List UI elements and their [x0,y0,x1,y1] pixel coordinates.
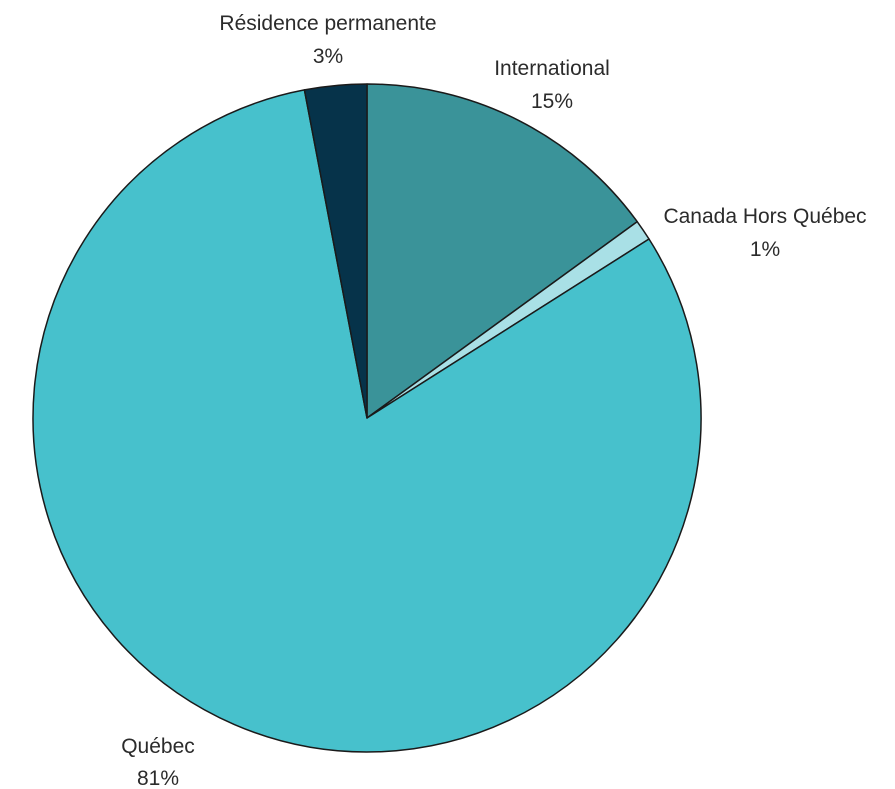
pie-slice-quebec [32,89,702,753]
slice-label-quebec: Québec [121,735,195,758]
pie-slice-residence-permanente [303,83,368,419]
slice-percent-residence-permanente: 3% [313,45,343,68]
slice-percent-canada-hors-quebec: 1% [750,238,780,261]
slice-label-canada-hors-quebec: Canada Hors Québec [663,205,866,228]
slice-label-residence-permanente: Résidence permanente [219,12,436,35]
slice-percent-quebec: 81% [137,767,179,789]
pie-slices [32,83,702,753]
pie-labels: International 15% Canada Hors Québec 1% Québ… [121,12,866,789]
slice-label-international: International [494,57,610,80]
pie-slice-international [366,83,638,419]
slice-percent-international: 15% [531,90,573,113]
